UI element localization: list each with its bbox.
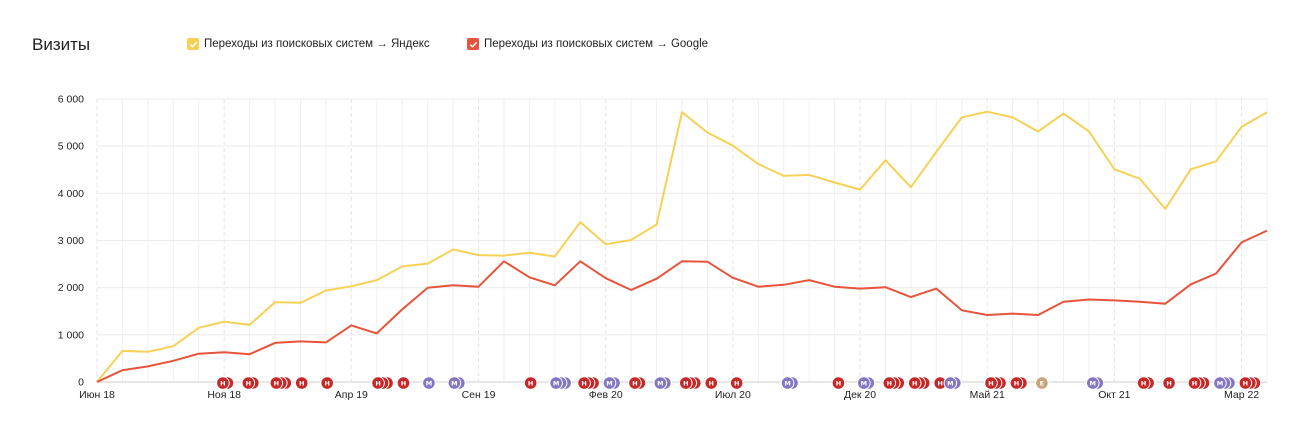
annotation-marker-label: Н: [734, 379, 739, 387]
annotation-marker[interactable]: [269, 376, 284, 390]
annotation-marker[interactable]: [422, 376, 436, 390]
annotation-marker[interactable]: [679, 376, 693, 390]
y-tick-label: 6 000: [58, 94, 84, 106]
annotation-marker-label: Н: [1166, 379, 1171, 387]
annotation-marker-label: Н: [274, 379, 279, 387]
x-tick-label: Июн 18: [79, 389, 115, 401]
annotation-marker-label: М: [1217, 379, 1223, 387]
annotation-marker-label: Н: [375, 379, 380, 387]
annotation-marker-label: Н: [988, 379, 993, 387]
y-tick-label: 4 000: [58, 188, 84, 200]
annotation-marker-label: М: [784, 379, 790, 387]
x-tick-label: Дек 20: [844, 389, 876, 401]
annotation-marker-label: Н: [324, 379, 329, 387]
annotation-marker-label: Н: [1243, 379, 1248, 387]
annotation-marker[interactable]: [577, 376, 591, 390]
annotation-marker[interactable]: [1213, 376, 1227, 390]
annotation-marker-label: Н: [937, 379, 942, 387]
annotation-marker[interactable]: [780, 376, 795, 390]
annotation-marker[interactable]: [1162, 376, 1176, 390]
annotation-marker[interactable]: [1035, 376, 1049, 390]
annotation-marker-label: М: [1090, 379, 1096, 387]
x-tick-label: Июл 20: [715, 389, 751, 401]
annotation-marker-label: Н: [887, 379, 892, 387]
annotation-marker-label: М: [451, 379, 457, 387]
y-tick-label: 2 000: [58, 282, 84, 294]
annotation-marker[interactable]: [1009, 376, 1024, 390]
annotation-marker[interactable]: [371, 376, 385, 390]
annotation-marker[interactable]: [628, 376, 642, 390]
annotation-marker-label: М: [553, 379, 559, 387]
annotation-marker-label: Н: [246, 379, 251, 387]
x-tick-label: Мар 22: [1224, 389, 1259, 401]
annotation-marker-label: Н: [632, 379, 637, 387]
x-tick-label: Ноя 18: [207, 389, 241, 401]
checkbox-icon[interactable]: [187, 38, 199, 50]
y-tick-label: 5 000: [58, 141, 84, 153]
annotation-marker[interactable]: [857, 376, 871, 390]
legend-label-yandex: Переходы из поисковых систем → Яндекс: [204, 38, 430, 50]
annotation-marker-label: М: [657, 379, 663, 387]
annotation-marker-label: М: [426, 379, 432, 387]
x-tick-label: Окт 21: [1098, 389, 1130, 401]
annotation-marker[interactable]: [241, 376, 256, 390]
annotation-marker-label: Н: [220, 379, 225, 387]
x-tick-label: Май 21: [970, 389, 1005, 401]
annotation-marker[interactable]: [1187, 376, 1202, 390]
series-line-yandex: [96, 110, 1268, 383]
annotation-marker-label: Н: [1141, 379, 1146, 387]
legend-label-google: Переходы из поисковых систем → Google: [484, 38, 709, 50]
series-line-google: [96, 229, 1268, 383]
annotation-marker-label: Н: [836, 379, 841, 387]
annotation-marker-label: Н: [299, 379, 304, 387]
annotation-marker-label: М: [947, 379, 953, 387]
annotation-marker[interactable]: [523, 376, 538, 390]
annotation-marker-label: Н: [1014, 379, 1019, 387]
annotation-marker[interactable]: [704, 376, 719, 390]
annotation-marker-label: Н: [581, 379, 586, 387]
annotation-marker[interactable]: [907, 376, 922, 390]
annotation-marker[interactable]: [447, 376, 462, 390]
annotation-marker[interactable]: [1136, 376, 1151, 390]
annotation-marker-label: Н: [528, 379, 533, 387]
annotation-marker-label: Н: [1192, 379, 1197, 387]
y-tick-label: 0: [78, 377, 84, 389]
annotation-marker-label: Н: [401, 379, 406, 387]
annotation-marker-label: М: [861, 379, 867, 387]
annotation-marker-label: Н: [912, 379, 917, 387]
annotation-marker[interactable]: [653, 376, 668, 390]
x-tick-label: Сен 19: [462, 389, 496, 401]
x-tick-label: Фев 20: [589, 389, 623, 401]
annotation-marker[interactable]: [294, 376, 309, 390]
annotation-marker[interactable]: [216, 376, 230, 390]
annotation-marker[interactable]: [729, 376, 744, 390]
legend-item-yandex[interactable]: Переходы из поисковых систем → Яндекс: [187, 38, 430, 50]
checkbox-icon[interactable]: [467, 38, 479, 50]
x-tick-label: Апр 19: [335, 389, 368, 401]
annotation-marker[interactable]: [549, 376, 563, 390]
y-tick-label: 1 000: [58, 329, 84, 341]
annotation-marker[interactable]: [831, 376, 846, 390]
annotation-marker-label: Е: [1040, 379, 1044, 387]
chart-title: Визиты: [32, 35, 91, 54]
legend-item-google[interactable]: Переходы из поисковых систем → Google: [467, 38, 708, 50]
annotation-marker-label: Н: [709, 379, 714, 387]
annotation-marker[interactable]: [943, 376, 958, 390]
annotation-marker[interactable]: [882, 376, 897, 390]
annotation-marker-label: Н: [683, 379, 688, 387]
annotation-marker[interactable]: [1238, 376, 1253, 390]
annotation-marker[interactable]: [602, 376, 617, 390]
annotation-marker[interactable]: [1085, 376, 1100, 390]
annotation-marker[interactable]: [320, 376, 334, 390]
annotation-marker[interactable]: [396, 376, 411, 390]
annotation-marker-label: М: [606, 379, 612, 387]
y-tick-label: 3 000: [58, 235, 84, 247]
annotation-marker[interactable]: [984, 376, 998, 390]
